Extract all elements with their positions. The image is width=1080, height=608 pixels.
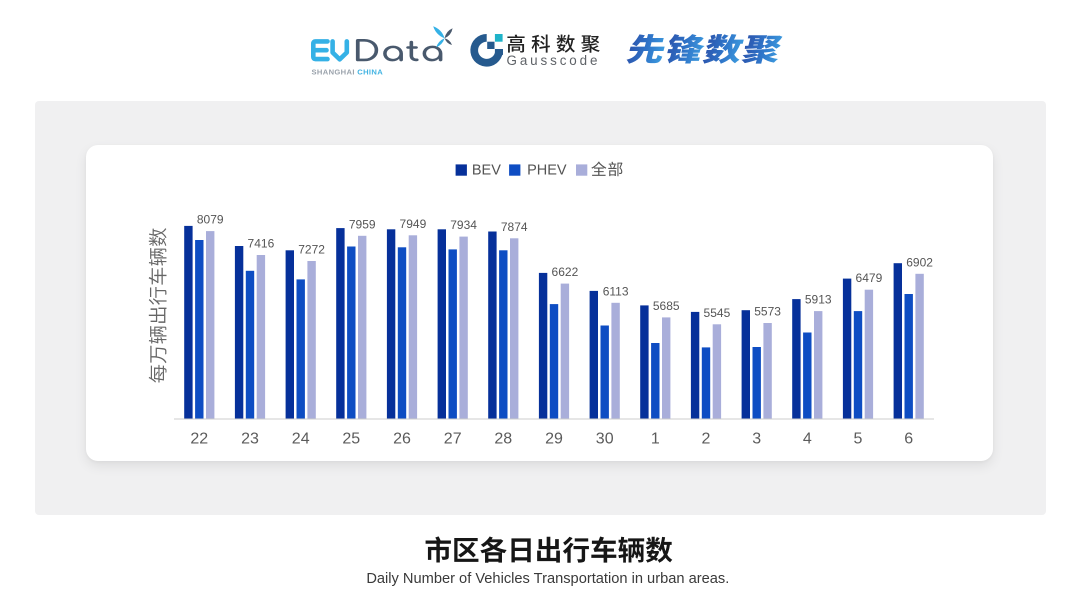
svg-text:SHANGHAI CHINA: SHANGHAI CHINA	[312, 67, 384, 76]
svg-text:7949: 7949	[400, 217, 427, 231]
svg-text:7959: 7959	[349, 217, 376, 231]
svg-text:30: 30	[596, 431, 614, 448]
svg-text:Gausscode: Gausscode	[507, 53, 601, 68]
svg-text:8079: 8079	[197, 213, 224, 227]
svg-text:PHEV: PHEV	[527, 162, 567, 178]
svg-text:6113: 6113	[603, 284, 629, 298]
svg-text:7272: 7272	[298, 243, 325, 257]
svg-text:24: 24	[292, 431, 310, 448]
svg-text:25: 25	[342, 431, 360, 448]
svg-text:6479: 6479	[856, 271, 883, 285]
svg-text:2: 2	[702, 431, 711, 448]
svg-text:3: 3	[752, 431, 761, 448]
svg-text:27: 27	[444, 431, 462, 448]
svg-text:7874: 7874	[501, 220, 528, 234]
svg-text:BEV: BEV	[472, 162, 501, 178]
svg-text:5913: 5913	[805, 293, 832, 307]
svg-text:1: 1	[651, 431, 660, 448]
svg-text:7416: 7416	[248, 237, 275, 251]
svg-text:5573: 5573	[754, 305, 781, 319]
svg-text:7934: 7934	[450, 218, 477, 232]
svg-text:Daily Number of Vehicles Trans: Daily Number of Vehicles Transportation …	[366, 571, 729, 587]
svg-text:29: 29	[545, 431, 563, 448]
svg-text:6622: 6622	[552, 265, 579, 279]
svg-text:5685: 5685	[653, 299, 680, 313]
svg-text:28: 28	[494, 431, 512, 448]
svg-text:26: 26	[393, 431, 411, 448]
svg-text:4: 4	[803, 431, 812, 448]
svg-text:6: 6	[904, 431, 913, 448]
svg-text:5: 5	[854, 431, 863, 448]
svg-text:22: 22	[190, 431, 208, 448]
svg-text:5545: 5545	[704, 306, 731, 320]
svg-text:6902: 6902	[906, 255, 933, 269]
svg-text:23: 23	[241, 431, 259, 448]
